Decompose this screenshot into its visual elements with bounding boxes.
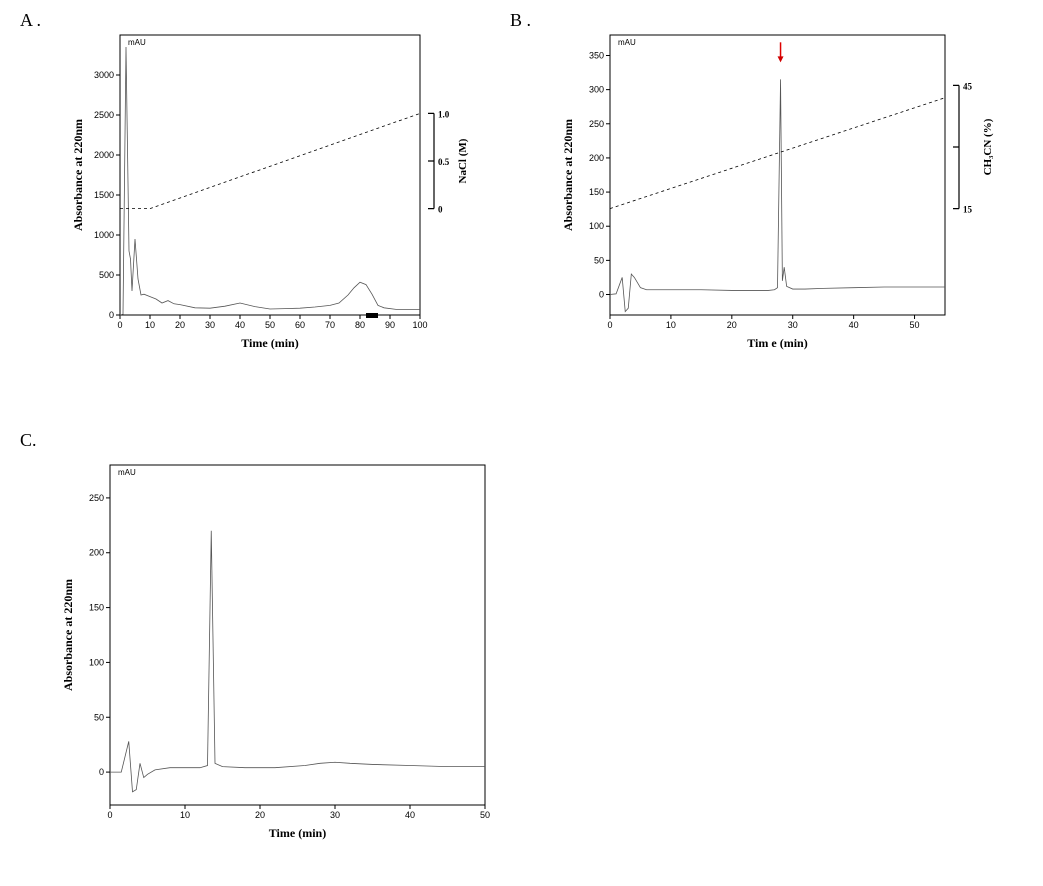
svg-text:50: 50 xyxy=(594,255,604,265)
panel-a: A . xyxy=(20,10,41,31)
svg-text:0: 0 xyxy=(599,290,604,300)
panel-c-label: C. xyxy=(20,430,37,450)
svg-text:0: 0 xyxy=(117,320,122,330)
svg-text:10: 10 xyxy=(180,810,190,820)
svg-text:1000: 1000 xyxy=(94,230,114,240)
svg-text:10: 10 xyxy=(145,320,155,330)
svg-text:200: 200 xyxy=(589,153,604,163)
svg-text:40: 40 xyxy=(849,320,859,330)
svg-text:CH₃CN (%): CH₃CN (%) xyxy=(982,118,994,175)
svg-text:70: 70 xyxy=(325,320,335,330)
svg-text:80: 80 xyxy=(355,320,365,330)
svg-text:20: 20 xyxy=(727,320,737,330)
svg-text:100: 100 xyxy=(589,221,604,231)
svg-text:20: 20 xyxy=(255,810,265,820)
svg-text:30: 30 xyxy=(788,320,798,330)
svg-text:100: 100 xyxy=(412,320,427,330)
svg-text:250: 250 xyxy=(589,119,604,129)
svg-text:150: 150 xyxy=(89,603,104,613)
svg-text:Absorbance at 220nm: Absorbance at 220nm xyxy=(71,119,85,231)
svg-text:50: 50 xyxy=(94,712,104,722)
panel-c-chart: 0 10 20 30 40 50 0 50 100 150 200 250 mAU Time (min) A… xyxy=(45,450,505,850)
svg-text:15: 15 xyxy=(963,205,973,215)
svg-text:0: 0 xyxy=(607,320,612,330)
svg-text:50: 50 xyxy=(910,320,920,330)
svg-text:2000: 2000 xyxy=(94,150,114,160)
svg-text:250: 250 xyxy=(89,493,104,503)
svg-text:0: 0 xyxy=(99,767,104,777)
svg-text:3000: 3000 xyxy=(94,70,114,80)
svg-text:mAU: mAU xyxy=(128,38,146,47)
svg-text:45: 45 xyxy=(963,81,973,91)
svg-text:1500: 1500 xyxy=(94,190,114,200)
svg-text:mAU: mAU xyxy=(118,468,136,477)
svg-text:500: 500 xyxy=(99,270,114,280)
svg-text:50: 50 xyxy=(265,320,275,330)
svg-text:10: 10 xyxy=(666,320,676,330)
svg-text:Time (min): Time (min) xyxy=(241,336,298,350)
svg-text:Tim e (min): Tim e (min) xyxy=(747,336,807,350)
svg-text:90: 90 xyxy=(385,320,395,330)
panel-b-label: B . xyxy=(510,10,531,30)
svg-text:150: 150 xyxy=(589,187,604,197)
svg-text:40: 40 xyxy=(405,810,415,820)
svg-text:1.0: 1.0 xyxy=(438,109,450,119)
svg-text:0: 0 xyxy=(107,810,112,820)
panel-b: B . xyxy=(510,10,531,31)
svg-text:20: 20 xyxy=(175,320,185,330)
svg-text:350: 350 xyxy=(589,50,604,60)
panel-c: C. xyxy=(20,430,37,451)
svg-text:50: 50 xyxy=(480,810,490,820)
panel-a-chart: 0102030405060708090100050010001500200025… xyxy=(60,20,490,360)
svg-text:100: 100 xyxy=(89,657,104,667)
svg-text:0.5: 0.5 xyxy=(438,157,450,167)
svg-text:300: 300 xyxy=(589,85,604,95)
svg-text:0: 0 xyxy=(438,205,443,215)
panel-b-chart: 0 10 20 30 40 50 0 50 100 150 200 250 300 350 mAU Tim e… xyxy=(550,20,1020,360)
svg-text:Time (min): Time (min) xyxy=(269,826,326,840)
svg-text:mAU: mAU xyxy=(618,38,636,47)
svg-text:2500: 2500 xyxy=(94,110,114,120)
svg-text:30: 30 xyxy=(330,810,340,820)
svg-text:40: 40 xyxy=(235,320,245,330)
panel-a-label: A . xyxy=(20,10,41,30)
svg-text:0: 0 xyxy=(109,310,114,320)
svg-text:60: 60 xyxy=(295,320,305,330)
svg-text:Absorbance at 220nm: Absorbance at 220nm xyxy=(61,579,75,691)
svg-text:Absorbance at 220nm: Absorbance at 220nm xyxy=(561,119,575,231)
svg-text:30: 30 xyxy=(205,320,215,330)
svg-text:200: 200 xyxy=(89,548,104,558)
svg-text:NaCl (M): NaCl (M) xyxy=(457,138,469,183)
